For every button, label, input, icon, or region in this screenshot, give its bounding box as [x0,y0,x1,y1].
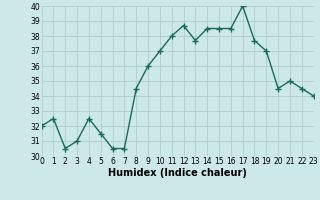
X-axis label: Humidex (Indice chaleur): Humidex (Indice chaleur) [108,168,247,178]
